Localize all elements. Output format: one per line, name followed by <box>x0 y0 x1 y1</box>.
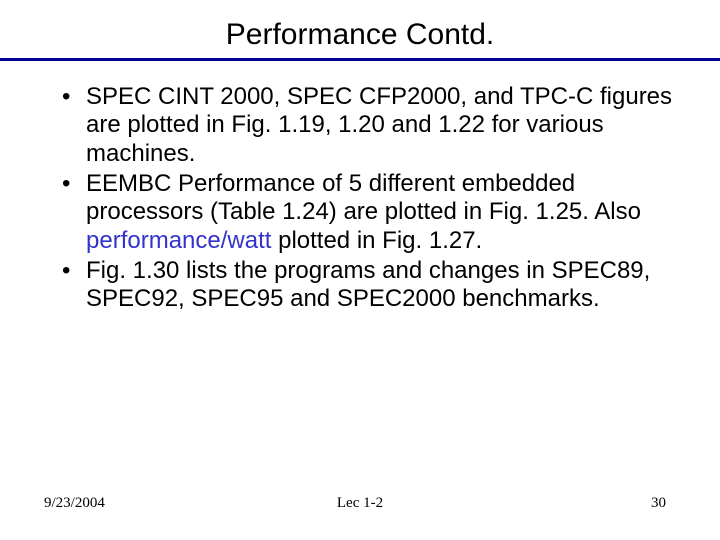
slide: Performance Contd. SPEC CINT 2000, SPEC … <box>0 0 720 540</box>
title-rule <box>0 58 720 61</box>
footer-page: 30 <box>651 495 666 512</box>
bullet-text-prefix: EEMBC Performance of 5 different embedde… <box>86 170 641 225</box>
footer-date: 9/23/2004 <box>44 495 105 512</box>
bullet-list: SPEC CINT 2000, SPEC CFP2000, and TPC-C … <box>36 83 684 314</box>
bullet-item: Fig. 1.30 lists the programs and changes… <box>62 257 684 314</box>
bullet-item: SPEC CINT 2000, SPEC CFP2000, and TPC-C … <box>62 83 684 168</box>
bullet-highlight: performance/watt <box>86 227 271 254</box>
slide-title: Performance Contd. <box>36 18 684 52</box>
bullet-text: Fig. 1.30 lists the programs and changes… <box>86 257 650 312</box>
slide-footer: 9/23/2004 Lec 1-2 30 <box>0 495 720 512</box>
footer-center: Lec 1-2 <box>337 495 383 512</box>
bullet-item: EEMBC Performance of 5 different embedde… <box>62 170 684 255</box>
bullet-text-suffix: plotted in Fig. 1.27. <box>271 227 482 254</box>
bullet-text: SPEC CINT 2000, SPEC CFP2000, and TPC-C … <box>86 83 672 167</box>
